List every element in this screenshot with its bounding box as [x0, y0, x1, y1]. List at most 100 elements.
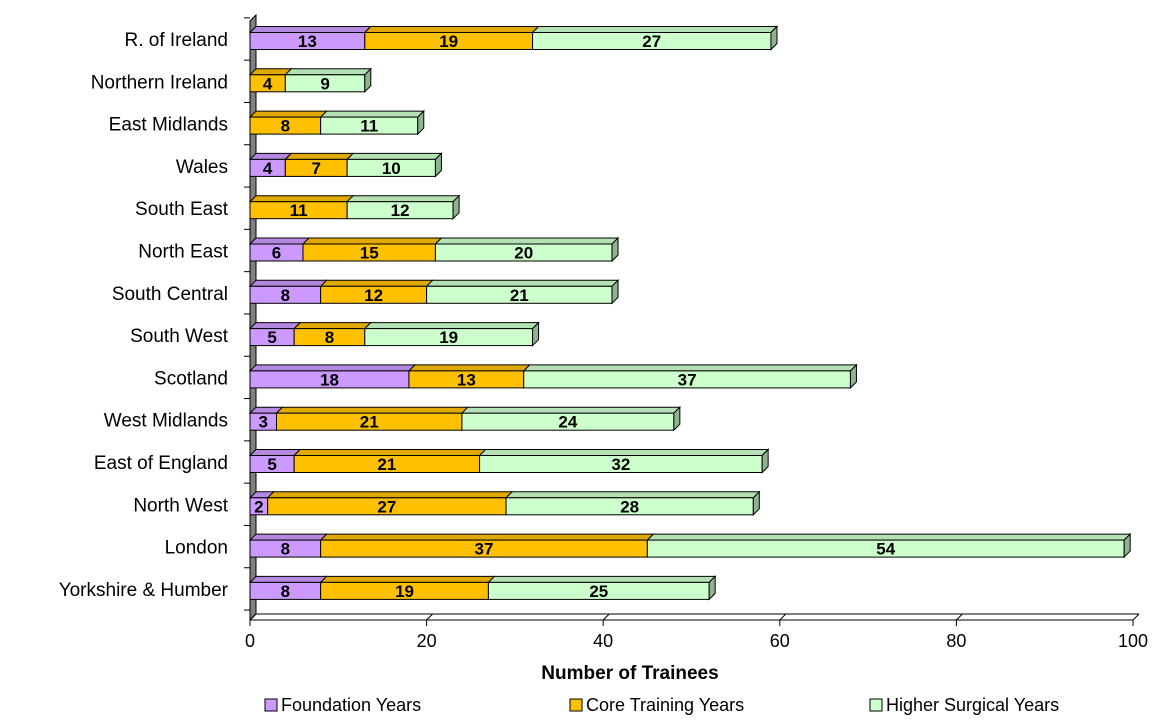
x-tick-label: 0	[245, 631, 255, 651]
legend-label: Higher Surgical Years	[886, 695, 1059, 715]
category-label: East of England	[94, 453, 228, 474]
bar-segment	[248, 491, 275, 516]
x-axis-title: Number of Trainees	[541, 663, 718, 684]
data-label: 7	[311, 159, 320, 178]
bar-segment	[284, 67, 372, 94]
data-label: 13	[457, 370, 476, 389]
bar-segment	[292, 449, 487, 473]
bar-segment	[363, 321, 540, 347]
bar-segment	[434, 236, 620, 263]
data-label: 27	[377, 497, 396, 516]
data-label: 4	[263, 159, 273, 178]
category-label: Northern Ireland	[91, 72, 228, 93]
legend-item: Higher Surgical Years	[869, 695, 1059, 715]
bar-segment-side	[611, 236, 619, 263]
bar-segment	[646, 532, 1132, 559]
bar-segment	[301, 237, 443, 262]
data-label: 12	[364, 286, 383, 305]
bars-layer	[248, 25, 1132, 601]
x-tick-label: 80	[946, 631, 966, 651]
legend-label: Core Training Years	[586, 695, 744, 715]
data-label: 27	[642, 32, 661, 51]
bar-segment	[504, 490, 761, 517]
bar-segment-side	[452, 194, 460, 220]
chart-wall	[249, 13, 257, 622]
data-label: 8	[281, 286, 290, 305]
data-label: 21	[360, 413, 379, 432]
data-label: 21	[377, 455, 396, 474]
bar-segment-side	[434, 152, 442, 178]
bar-segment	[248, 237, 311, 262]
data-label: 10	[382, 159, 401, 178]
bar-segment	[275, 406, 470, 431]
floor-tick-line	[779, 613, 787, 621]
data-label: 37	[475, 540, 494, 559]
category-label: Wales	[176, 157, 228, 178]
data-label: 6	[272, 244, 281, 263]
legend-swatch	[869, 698, 883, 712]
bar-segment-side	[364, 67, 372, 94]
data-label: 24	[558, 413, 577, 432]
bar-segment	[460, 405, 682, 432]
bar-segment	[248, 195, 355, 220]
bar-segment-side	[611, 279, 619, 305]
bar-segment	[319, 109, 425, 136]
data-label: 8	[281, 117, 290, 136]
legend-swatch	[264, 698, 278, 712]
data-label: 8	[325, 328, 334, 347]
x-tick-label: 40	[593, 631, 613, 651]
bar-segment	[248, 575, 328, 600]
bar-segment	[487, 575, 717, 601]
category-label: South Central	[112, 284, 228, 305]
data-label: 25	[589, 582, 608, 601]
floor-tick-line	[1132, 613, 1140, 621]
bar-segment-side	[752, 490, 760, 517]
bar-segment	[345, 194, 461, 220]
bar-segment	[266, 491, 514, 516]
data-label: 19	[439, 32, 458, 51]
bar-segment	[478, 448, 770, 474]
bar-segment	[248, 110, 328, 135]
data-label: 3	[259, 413, 268, 432]
data-label: 28	[620, 497, 639, 516]
data-label: 2	[254, 497, 263, 516]
legend-item: Core Training Years	[569, 695, 744, 715]
data-label: 15	[360, 244, 379, 263]
data-label: 9	[320, 74, 329, 93]
category-label: South West	[130, 326, 229, 347]
bar-segment-side	[708, 575, 716, 601]
category-label: R. of Ireland	[125, 30, 229, 51]
bar-segment-side	[673, 405, 681, 432]
bar-segment	[522, 363, 858, 390]
data-label: 5	[267, 328, 276, 347]
bar-segment-side	[849, 363, 857, 390]
bar-segment-side	[761, 448, 769, 474]
bar-segment	[363, 26, 540, 50]
bar-segment	[248, 533, 328, 558]
category-label: London	[165, 538, 228, 559]
data-label: 13	[298, 32, 317, 51]
category-label: North West	[133, 495, 228, 516]
floor-tick-line	[602, 613, 610, 621]
bar-segment	[425, 279, 620, 305]
data-label: 5	[267, 455, 276, 474]
data-label: 20	[514, 244, 533, 263]
category-label: East Midlands	[109, 115, 228, 136]
floor-tick-line	[956, 613, 963, 621]
x-tick-label: 100	[1118, 631, 1148, 651]
bar-segment-side	[770, 25, 778, 51]
data-label: 32	[611, 455, 630, 474]
bar-segment	[407, 364, 531, 389]
bar-segment-side	[417, 109, 425, 136]
floor-tick-line	[426, 613, 433, 621]
bar-segment	[345, 152, 443, 178]
legend-item: Foundation Years	[264, 695, 421, 715]
data-label: 21	[510, 286, 529, 305]
data-label: 11	[360, 117, 378, 136]
x-tick-label: 60	[770, 631, 790, 651]
bar-segment	[284, 152, 355, 177]
data-label: 12	[391, 201, 410, 220]
bar-segment	[319, 575, 496, 600]
data-label: 8	[281, 540, 290, 559]
